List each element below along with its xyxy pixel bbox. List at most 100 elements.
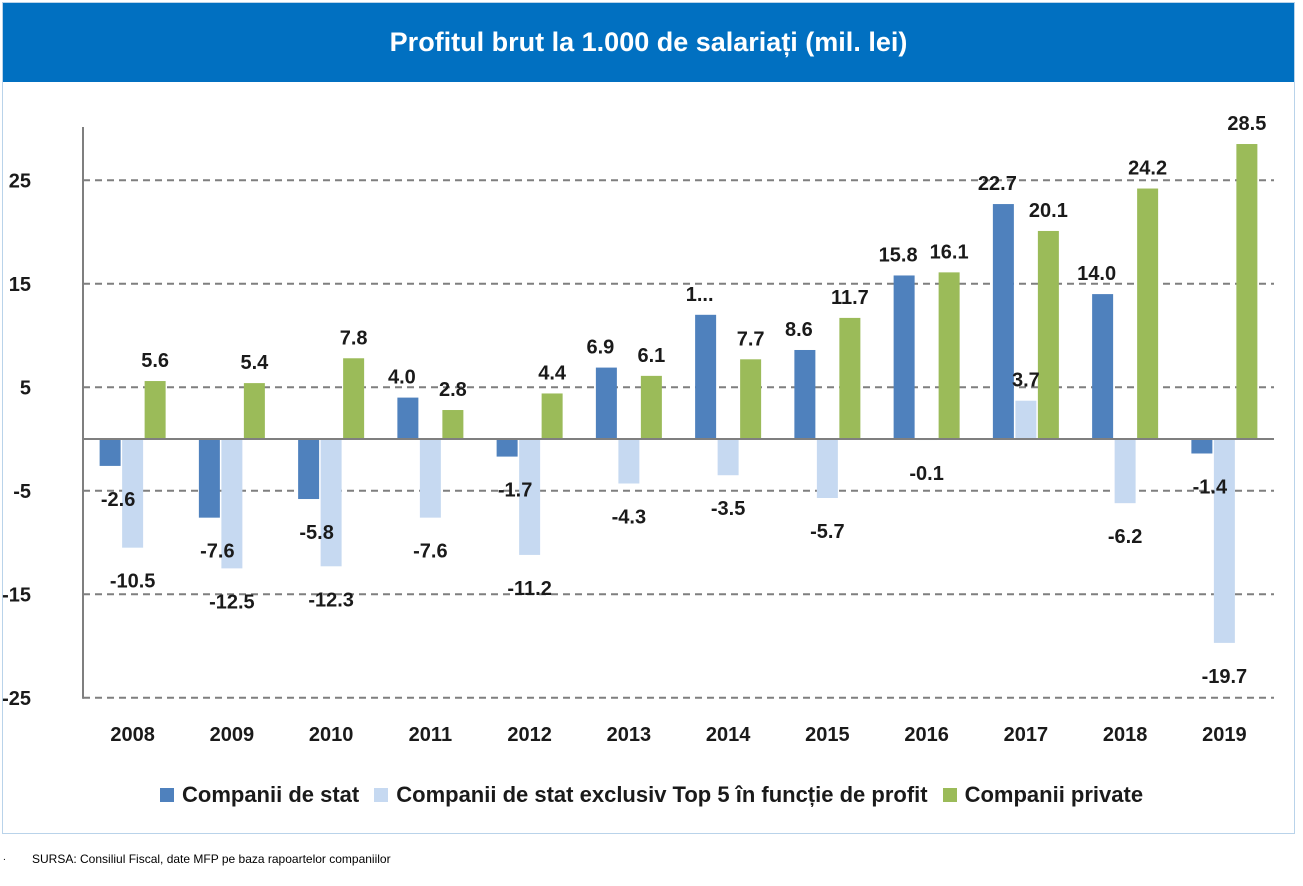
x-tick-label: 2011 — [409, 724, 452, 746]
data-label: 7.7 — [737, 328, 765, 350]
data-label: -5.8 — [299, 522, 333, 544]
bar — [893, 275, 915, 439]
data-label: 6.1 — [637, 345, 665, 367]
legend-item-companii-de-stat: Companii de stat — [160, 782, 359, 808]
x-tick-label: 2019 — [1202, 724, 1247, 746]
y-tick-label: 5 — [20, 377, 31, 399]
bar — [221, 439, 243, 569]
bar — [695, 314, 717, 439]
y-tick-label: 25 — [9, 170, 31, 192]
x-tick-label: 2013 — [607, 724, 652, 746]
data-label: 3.7 — [1012, 370, 1040, 392]
bar — [717, 439, 739, 476]
data-label: 28.5 — [1227, 113, 1266, 135]
legend-swatch — [160, 788, 174, 802]
x-tick-label: 2014 — [706, 724, 751, 746]
bar — [397, 397, 419, 439]
data-label: -5.7 — [810, 521, 844, 543]
bar — [99, 439, 121, 466]
bar — [1114, 439, 1136, 504]
x-tick-label: 2010 — [309, 724, 354, 746]
data-label: -0.1 — [909, 463, 943, 485]
data-label: 20.1 — [1029, 200, 1068, 222]
data-label: 22.7 — [978, 173, 1017, 195]
y-tick-label: -5 — [13, 481, 31, 503]
title-bar: Profitul brut la 1.000 de salariați (mil… — [3, 3, 1294, 82]
legend-label: Companii de stat — [182, 782, 360, 807]
bar — [496, 439, 518, 457]
data-label: -4.3 — [612, 507, 646, 529]
data-label: -3.5 — [711, 498, 745, 520]
data-label: -10.5 — [110, 571, 156, 593]
bar — [198, 439, 220, 518]
bar — [1015, 400, 1037, 439]
x-tick-label: 2016 — [904, 724, 949, 746]
data-label: 5.6 — [141, 350, 169, 372]
data-label: 7.8 — [340, 327, 368, 349]
bar — [1213, 439, 1235, 643]
bar — [519, 439, 541, 555]
bar — [320, 439, 342, 567]
legend-label: Companii de stat exclusiv Top 5 în funcț… — [396, 782, 928, 807]
x-tick-label: 2012 — [507, 724, 552, 746]
bar — [419, 439, 441, 518]
data-label: -19.7 — [1202, 666, 1248, 688]
bar — [1191, 439, 1213, 454]
data-label: -1.4 — [1193, 476, 1228, 498]
bar — [144, 381, 166, 439]
chart-frame — [2, 2, 1295, 834]
bar — [298, 439, 320, 500]
data-label: 4.0 — [388, 367, 416, 389]
data-label: 1... — [686, 284, 714, 306]
bar — [640, 375, 662, 439]
x-tick-label: 2018 — [1103, 724, 1148, 746]
bar — [1092, 294, 1114, 439]
data-label: 6.9 — [586, 337, 614, 359]
source-dot: . — [3, 852, 6, 863]
data-label: 14.0 — [1077, 263, 1116, 285]
chart-title: Profitul brut la 1.000 de salariați (mil… — [389, 27, 908, 57]
data-label: 5.4 — [240, 352, 269, 374]
legend-swatch — [942, 788, 957, 802]
bar — [595, 367, 617, 439]
legend-item-companii-de-stat-exclusiv: Companii de stat exclusiv Top 5 în funcț… — [374, 782, 928, 808]
bar — [442, 410, 464, 439]
legend-label: Companii private — [964, 782, 1144, 807]
bar — [618, 439, 640, 484]
x-tick-label: 2008 — [110, 724, 155, 746]
x-tick-label: 2017 — [1004, 724, 1049, 746]
bar — [343, 358, 365, 439]
bar — [1037, 230, 1059, 439]
bar — [541, 393, 563, 439]
data-label: -6.2 — [1108, 526, 1142, 548]
bar — [1137, 188, 1159, 439]
bar — [992, 204, 1014, 439]
bar — [839, 317, 861, 439]
y-tick-label: 15 — [9, 274, 31, 296]
data-label: 15.8 — [879, 244, 918, 266]
data-label: -2.6 — [101, 489, 135, 511]
data-label: -7.6 — [200, 541, 234, 563]
bar — [938, 272, 960, 439]
data-label: -7.6 — [413, 541, 447, 563]
y-tick-label: -15 — [2, 584, 31, 606]
data-label: -12.5 — [209, 591, 255, 613]
bar — [243, 383, 265, 439]
bar — [794, 349, 816, 439]
data-label: 16.1 — [930, 241, 969, 263]
data-label: -11.2 — [507, 578, 551, 600]
source-note: SURSA: Consiliul Fiscal, date MFP pe baz… — [32, 852, 391, 866]
legend: Companii de stat Companii de stat exclus… — [160, 782, 1158, 808]
data-label: -12.3 — [308, 589, 354, 611]
bar — [740, 359, 762, 439]
data-label: 2.8 — [439, 379, 467, 401]
data-label: 8.6 — [785, 319, 813, 341]
data-label: 11.7 — [831, 287, 869, 309]
data-label: 4.4 — [538, 362, 567, 384]
x-tick-label: 2015 — [805, 724, 850, 746]
bar — [816, 439, 838, 498]
data-label: 24.2 — [1128, 158, 1167, 180]
bar — [1236, 144, 1258, 439]
y-tick-label: -25 — [2, 688, 31, 710]
